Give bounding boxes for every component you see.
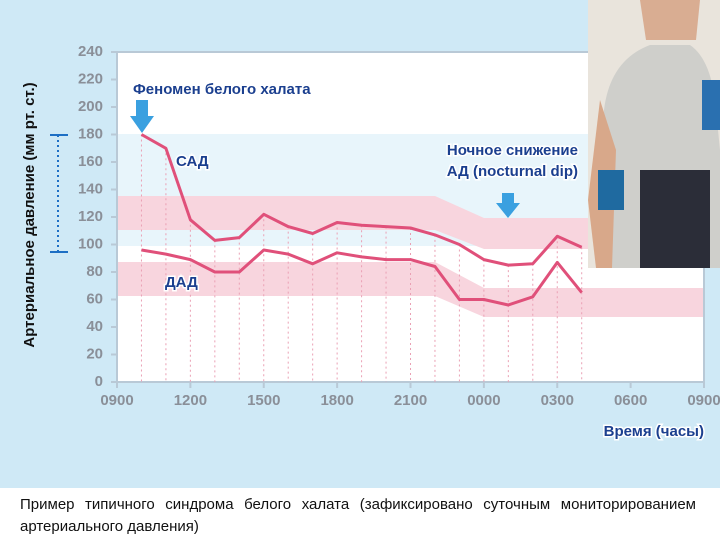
y-tick-label: 60 (86, 290, 103, 307)
y-tick-label: 180 (78, 125, 103, 142)
series-line (140, 133, 583, 267)
y-tick-label: 0 (95, 373, 103, 390)
arrow (496, 193, 520, 218)
x-tick-label: 1200 (174, 392, 207, 409)
x-axis-label: Время (часы) (604, 423, 704, 440)
x-tick-label: 0300 (541, 392, 574, 409)
y-tick-label: 100 (78, 235, 103, 252)
series-label: САД (176, 153, 209, 170)
y-tick-label: 220 (78, 70, 103, 87)
photo (588, 0, 720, 268)
y-tick-label: 160 (78, 153, 103, 170)
x-tick-label: 0600 (614, 392, 647, 409)
chart: Артериальное давление (мм рт. ст.) Время… (0, 0, 720, 488)
x-tick-label: 0000 (467, 392, 500, 409)
x-tick-label: 0900 (687, 392, 720, 409)
y-tick-label: 140 (78, 180, 103, 197)
annotation: Феномен белого халата (133, 81, 311, 98)
y-tick-label: 80 (86, 263, 103, 280)
annotation: Ночное снижение (447, 142, 578, 159)
x-tick-label: 1800 (320, 392, 353, 409)
arrow (130, 100, 154, 133)
x-tick-label: 1500 (247, 392, 280, 409)
caption: Пример типичного синдрома белого халата … (20, 496, 696, 535)
y-tick-label: 20 (86, 345, 103, 362)
y-axis-label: Артериальное давление (мм рт. ст.) (21, 82, 38, 347)
series-label: ДАД (165, 274, 198, 291)
y-tick-label: 40 (86, 318, 103, 335)
range-bracket (50, 134, 68, 253)
y-tick-label: 120 (78, 208, 103, 225)
x-tick-label: 2100 (394, 392, 427, 409)
series-line (141, 248, 583, 307)
x-tick-label: 0900 (100, 392, 133, 409)
y-tick-label: 200 (78, 98, 103, 115)
y-tick-label: 240 (78, 43, 103, 60)
annotation: АД (nocturnal dip) (447, 163, 578, 180)
